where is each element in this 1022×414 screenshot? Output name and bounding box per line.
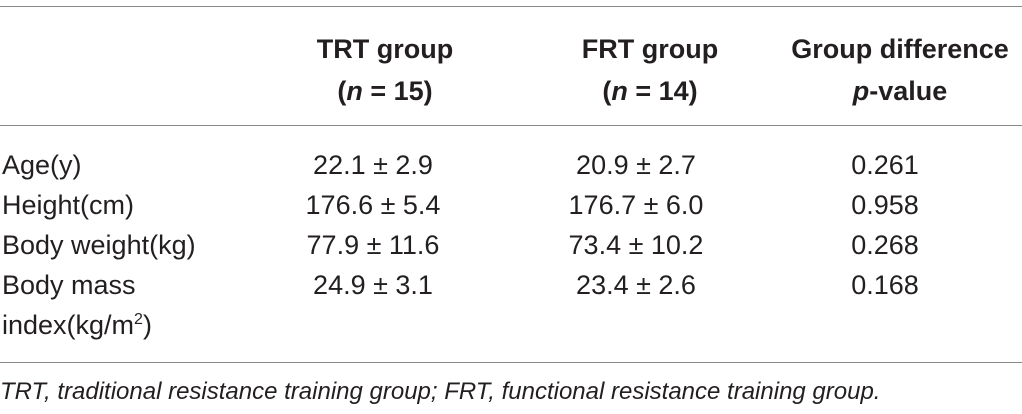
header-trt-n-value: 15 — [393, 76, 424, 106]
table-bottom-rule — [0, 362, 1022, 363]
row-trt-value: 24.9 ± 3.1 — [313, 270, 433, 300]
header-frt-title: FRT group — [581, 34, 719, 64]
row-p-value: 0.168 — [851, 270, 919, 300]
header-diff-p-suffix: -value — [869, 76, 948, 106]
row-p-value: 0.268 — [851, 230, 919, 260]
row-trt-value: 77.9 ± 11.6 — [306, 230, 440, 260]
table-footnote: TRT, traditional resistance training gro… — [0, 378, 881, 405]
row-label-line2: index(kg/m2) — [2, 305, 152, 345]
header-diff-title: Group difference — [791, 34, 1009, 64]
header-frt-n-value: 14 — [658, 76, 689, 106]
row-frt-value: 73.4 ± 10.2 — [568, 230, 704, 260]
table-top-rule — [0, 6, 1022, 7]
row-trt-value: 176.6 ± 5.4 — [305, 190, 441, 220]
row-label: Body mass index(kg/m2) — [2, 265, 152, 345]
row-trt-value: 22.1 ± 2.9 — [313, 150, 433, 180]
row-label-unit: index(kg/m — [2, 310, 135, 340]
header-trt-n: (n = 15) — [337, 76, 433, 106]
header-trt-title: TRT group — [316, 34, 454, 64]
row-label-close: ) — [142, 310, 152, 340]
header-frt-group: FRT group (n = 14) — [555, 28, 745, 112]
row-p-value: 0.958 — [851, 190, 919, 220]
header-bottom-rule — [0, 125, 1022, 126]
header-diff-p-label: p — [852, 76, 870, 106]
row-frt-value: 176.7 ± 6.0 — [568, 190, 704, 220]
header-frt-n-label: n — [611, 76, 628, 106]
row-frt-value: 23.4 ± 2.6 — [576, 270, 696, 300]
header-frt-n: (n = 14) — [602, 76, 698, 106]
row-frt-value: 20.9 ± 2.7 — [576, 150, 696, 180]
header-diff-pvalue: p-value — [775, 70, 1022, 112]
row-label-superscript: 2 — [134, 311, 143, 328]
header-trt-group: TRT group (n = 15) — [300, 28, 470, 112]
row-label: Age(y) — [2, 150, 82, 180]
header-group-difference: Group difference p-value — [775, 28, 1022, 112]
row-p-value: 0.261 — [851, 150, 919, 180]
row-label-line1: Body mass — [2, 270, 136, 300]
row-label: Body weight(kg) — [2, 230, 196, 260]
header-trt-n-label: n — [346, 76, 363, 106]
row-label: Height(cm) — [2, 190, 135, 220]
